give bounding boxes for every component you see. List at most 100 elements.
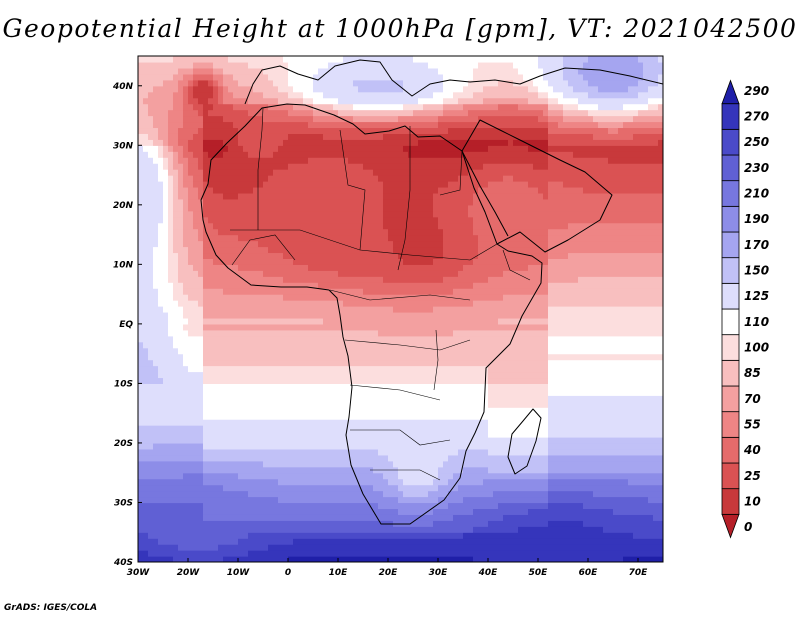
field-cell xyxy=(403,282,409,289)
field-cell xyxy=(283,163,289,170)
field-cell xyxy=(403,127,409,134)
field-cell xyxy=(298,61,304,69)
field-cell xyxy=(348,91,354,99)
field-cell xyxy=(358,252,364,259)
field-cell xyxy=(178,329,184,337)
field-cell xyxy=(228,478,234,486)
field-cell xyxy=(428,210,434,218)
field-cell xyxy=(278,520,284,527)
field-cell xyxy=(223,67,229,75)
field-cell xyxy=(393,91,399,99)
field-cell xyxy=(218,97,224,105)
field-cell xyxy=(208,270,214,277)
field-cell xyxy=(153,240,159,248)
field-cell xyxy=(333,198,339,206)
field-cell xyxy=(318,401,324,408)
field-cell xyxy=(233,204,239,212)
field-cell xyxy=(403,514,409,521)
field-cell xyxy=(168,359,174,367)
field-cell xyxy=(288,335,294,343)
field-cell xyxy=(158,323,164,331)
field-cell xyxy=(348,300,354,307)
field-cell xyxy=(183,365,189,373)
field-cell xyxy=(428,389,434,396)
field-cell xyxy=(228,127,234,134)
field-cell xyxy=(243,484,249,492)
field-cell xyxy=(353,365,359,373)
field-cell xyxy=(383,526,389,533)
field-cell xyxy=(348,484,354,492)
field-cell xyxy=(258,157,264,164)
field-cell xyxy=(428,431,434,438)
field-cell xyxy=(423,97,429,105)
field-cell xyxy=(213,234,219,242)
field-cell xyxy=(428,258,434,265)
field-cell xyxy=(198,401,204,408)
field-cell xyxy=(168,234,174,242)
field-cell xyxy=(363,484,369,492)
field-cell xyxy=(158,288,164,295)
field-cell xyxy=(343,478,349,486)
field-cell xyxy=(203,216,209,224)
field-cell xyxy=(273,514,279,521)
field-cell xyxy=(188,294,194,301)
field-cell xyxy=(173,413,179,420)
field-cell xyxy=(363,192,369,200)
field-cell xyxy=(348,359,354,367)
field-cell xyxy=(313,442,319,450)
field-cell xyxy=(223,121,229,129)
field-cell xyxy=(318,121,324,129)
field-cell xyxy=(313,169,319,176)
field-cell xyxy=(403,163,409,170)
field-cell xyxy=(138,407,144,414)
field-cell xyxy=(258,121,264,129)
field-cell xyxy=(298,288,304,295)
field-cell xyxy=(398,264,404,271)
field-cell xyxy=(323,151,329,158)
field-cell xyxy=(218,448,224,456)
field-cell xyxy=(428,526,434,533)
field-cell xyxy=(203,377,209,385)
field-cell xyxy=(163,395,169,402)
field-cell xyxy=(323,294,329,301)
field-cell xyxy=(393,341,399,349)
field-cell xyxy=(408,460,414,468)
field-cell xyxy=(258,306,264,313)
field-cell xyxy=(353,311,359,319)
field-cell xyxy=(368,300,374,307)
field-cell xyxy=(178,496,184,504)
field-cell xyxy=(158,198,164,206)
field-cell xyxy=(373,502,379,510)
field-cell xyxy=(313,73,319,81)
field-cell xyxy=(148,186,154,194)
field-cell xyxy=(303,353,309,361)
field-cell xyxy=(198,538,204,545)
field-cell xyxy=(398,496,404,504)
field-cell xyxy=(273,389,279,396)
field-cell xyxy=(318,389,324,396)
field-cell xyxy=(253,323,259,331)
field-cell xyxy=(323,145,329,152)
field-cell xyxy=(263,133,269,140)
field-cell xyxy=(288,407,294,414)
field-cell xyxy=(153,377,159,385)
field-cell xyxy=(378,103,384,111)
field-cell xyxy=(378,544,384,551)
field-cell xyxy=(243,472,249,480)
field-cell xyxy=(273,175,279,182)
field-cell xyxy=(148,198,154,206)
field-cell xyxy=(363,270,369,277)
field-cell xyxy=(163,91,169,99)
field-cell xyxy=(348,210,354,218)
field-cell xyxy=(363,413,369,420)
field-cell xyxy=(358,329,364,337)
field-cell xyxy=(403,276,409,283)
field-cell xyxy=(273,365,279,373)
field-cell xyxy=(148,448,154,456)
field-cell xyxy=(283,294,289,301)
field-cell xyxy=(303,192,309,200)
field-cell xyxy=(278,264,284,271)
field-cell xyxy=(413,496,419,504)
field-cell xyxy=(323,359,329,367)
field-cell xyxy=(173,335,179,343)
